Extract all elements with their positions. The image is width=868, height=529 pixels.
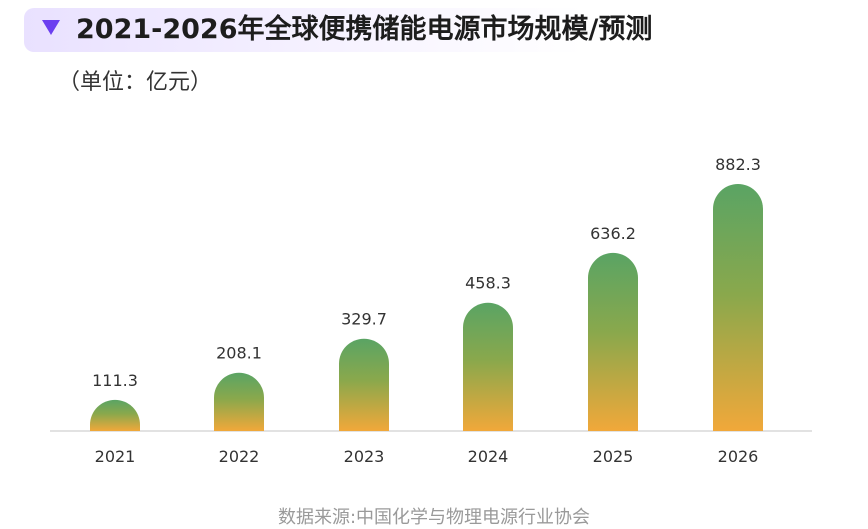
title-banner [24, 8, 584, 52]
bar-2023 [339, 338, 389, 431]
value-label-2022: 208.1 [216, 344, 262, 363]
value-label-2026: 882.3 [715, 155, 761, 174]
chart-title: 2021-2026年全球便携储能电源市场规模/预测 [76, 14, 653, 45]
value-label-2023: 329.7 [341, 310, 387, 329]
triangle-marker-icon [42, 20, 60, 35]
x-tick-label-2024: 2024 [468, 447, 509, 466]
bar-2022 [213, 372, 264, 431]
x-tick-label-2023: 2023 [344, 447, 385, 466]
value-label-2024: 458.3 [465, 274, 511, 293]
bar-2025 [588, 252, 638, 431]
unit-label: （单位：亿元） [58, 70, 213, 95]
value-label-2025: 636.2 [590, 224, 636, 243]
bar-2024 [463, 302, 513, 431]
x-tick-label-2026: 2026 [718, 447, 759, 466]
data-source-note: 数据来源:中国化学与物理电源行业协会 [277, 507, 591, 528]
x-tick-label-2022: 2022 [219, 447, 260, 466]
value-label-2021: 111.3 [92, 371, 138, 390]
bar-2021 [90, 399, 140, 431]
x-tick-label-2021: 2021 [95, 447, 136, 466]
bar-group: 111.3 2021 208.1 2022 329.7 2023 458.3 2024 636.… [90, 155, 763, 466]
x-tick-label-2025: 2025 [593, 447, 634, 466]
bar-2026 [713, 184, 763, 431]
